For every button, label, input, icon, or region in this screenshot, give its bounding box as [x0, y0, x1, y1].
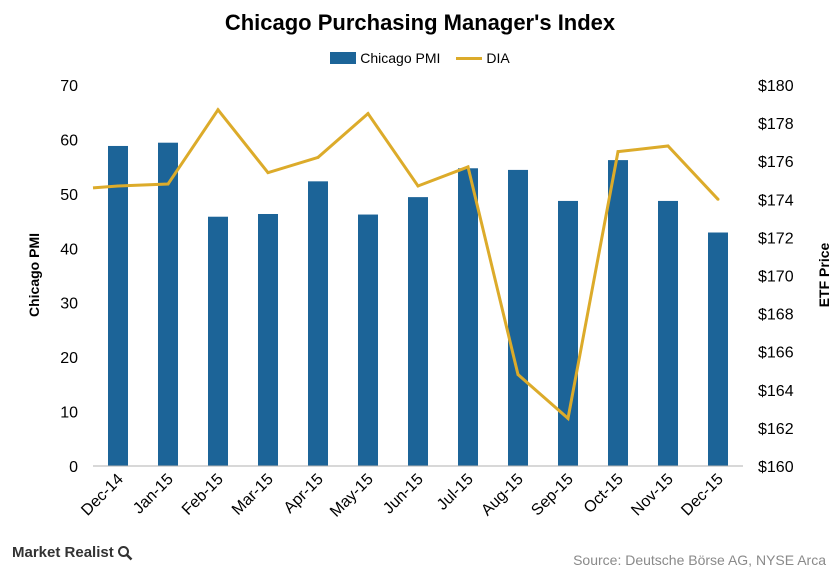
x-tick-Aug-15: Aug-15: [478, 471, 527, 520]
bar-pmi-Nov-15: [658, 200, 678, 466]
bar-pmi-Aug-15: [508, 169, 528, 466]
y-tick-right-$170: $170: [758, 269, 794, 286]
y-tick-right-$180: $180: [758, 78, 794, 95]
y-tick-right-$176: $176: [758, 154, 794, 171]
point-dia-Dec-15: [716, 197, 720, 201]
y-tick-right-$164: $164: [758, 383, 794, 400]
x-tick-Jun-15: Jun-15: [380, 471, 427, 518]
x-tick-Dec-15: Dec-15: [678, 471, 727, 520]
y-tick-left-40: 40: [60, 241, 78, 258]
y-tick-left-60: 60: [60, 132, 78, 149]
point-dia-Sep-15: [566, 416, 570, 420]
legend-swatch-dia: [456, 56, 483, 60]
point-dia-Jan-15: [166, 182, 170, 186]
x-tick-Oct-15: Oct-15: [581, 471, 627, 517]
point-dia-Nov-15: [666, 144, 670, 148]
legend-label-pmi: Chicago PMI: [360, 50, 441, 66]
bar-pmi-Feb-15: [208, 216, 228, 466]
x-tick-Jul-15: Jul-15: [434, 471, 477, 514]
x-tick-May-15: May-15: [327, 471, 377, 521]
bar-pmi-Oct-15: [608, 160, 628, 466]
point-dia-Apr-15: [316, 155, 320, 159]
y-tick-right-$172: $172: [758, 230, 794, 247]
magnifier-icon: [117, 545, 133, 560]
y-tick-left-10: 10: [60, 405, 78, 422]
x-tick-Apr-15: Apr-15: [281, 471, 327, 517]
x-tick-Dec-14: Dec-14: [78, 471, 127, 520]
y-tick-left-30: 30: [60, 296, 78, 313]
bar-pmi-Jul-15: [458, 168, 478, 467]
x-tick-Feb-15: Feb-15: [179, 471, 227, 519]
point-dia-Oct-15: [616, 150, 620, 154]
y-tick-right-$162: $162: [758, 421, 794, 438]
chart-title: Chicago Purchasing Manager's Index: [224, 10, 616, 35]
bar-pmi-Dec-15: [708, 232, 728, 466]
y-tick-right-$168: $168: [758, 307, 794, 324]
point-dia-Jul-15: [466, 165, 470, 169]
chart-legend: Chicago PMI DIA: [0, 50, 840, 66]
y-tick-right-$166: $166: [758, 345, 794, 362]
y-tick-right-$174: $174: [758, 192, 794, 209]
line-dia: [92, 107, 720, 422]
bar-pmi-Jan-15: [158, 142, 178, 467]
brand-name: Market Realist: [12, 544, 114, 561]
source-note: Source: Deutsche Börse AG, NYSE Arca: [573, 552, 826, 568]
y-tick-left-50: 50: [60, 187, 78, 204]
y-tick-left-70: 70: [60, 78, 78, 95]
bar-pmi-May-15: [358, 214, 378, 466]
bar-pmi-Apr-15: [308, 181, 328, 467]
point-dia-Aug-15: [516, 373, 520, 377]
point-dia-May-15: [366, 112, 370, 116]
point-dia-Feb-15: [216, 108, 220, 112]
point-dia-Mar-15: [266, 171, 270, 175]
brand-logo: Market Realist: [12, 544, 133, 561]
x-tick-Jan-15: Jan-15: [130, 471, 177, 518]
bar-pmi-Jun-15: [408, 197, 428, 466]
point-dia-Jun-15: [416, 184, 420, 188]
y-tick-left-20: 20: [60, 350, 78, 367]
x-tick-Nov-15: Nov-15: [628, 471, 677, 520]
legend-item-pmi: Chicago PMI: [330, 50, 440, 66]
y-tick-right-$160: $160: [758, 459, 794, 476]
y-tick-left-0: 0: [69, 459, 78, 476]
legend-swatch-pmi: [330, 52, 357, 64]
y-tick-right-$178: $178: [758, 116, 794, 133]
bar-pmi-Sep-15: [558, 200, 578, 466]
x-tick-Mar-15: Mar-15: [229, 471, 277, 519]
x-tick-Sep-15: Sep-15: [528, 471, 577, 520]
bar-pmi-Dec-14: [108, 145, 128, 466]
point-dia-Dec-14: [116, 184, 120, 188]
legend-label-dia: DIA: [486, 50, 510, 66]
legend-item-dia: DIA: [456, 50, 510, 66]
bar-pmi-Mar-15: [258, 213, 278, 466]
